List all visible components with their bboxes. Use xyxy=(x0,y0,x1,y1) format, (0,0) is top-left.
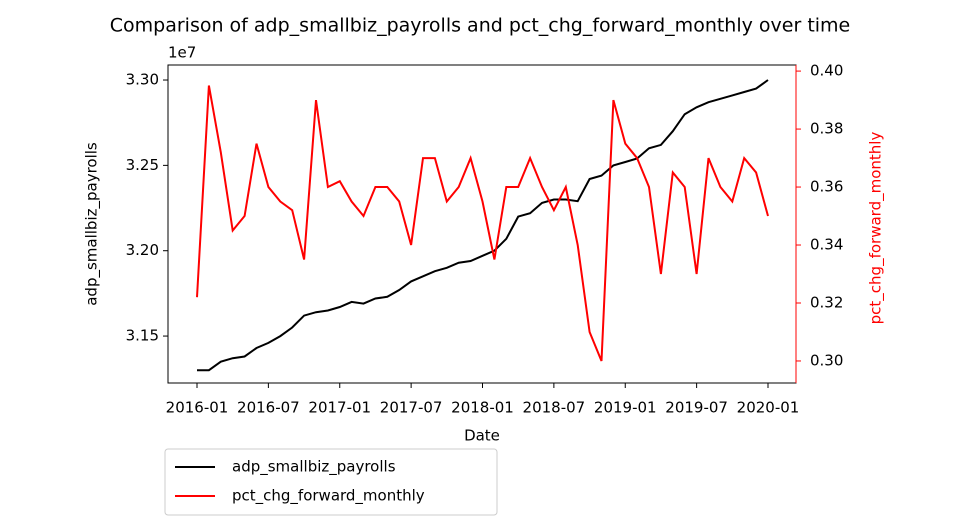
y2-tick-label: 0.38 xyxy=(810,120,843,138)
x-tick-label: 2019-07 xyxy=(665,399,728,417)
legend-label: adp_smallbiz_payrolls xyxy=(232,458,396,477)
chart-title: Comparison of adp_smallbiz_payrolls and … xyxy=(110,15,851,37)
y-tick-label: 3.25 xyxy=(126,156,159,174)
x-tick-label: 2016-01 xyxy=(166,399,229,417)
y2-tick-label: 0.34 xyxy=(810,236,843,254)
y-tick-label: 3.20 xyxy=(126,241,159,259)
y2-tick-label: 0.32 xyxy=(810,293,843,311)
y2-tick-label: 0.40 xyxy=(810,62,843,80)
y-offset-label: 1e7 xyxy=(168,44,196,62)
legend: adp_smallbiz_payrolls pct_chg_forward_mon… xyxy=(164,448,498,516)
x-tick-label: 2018-07 xyxy=(523,399,586,417)
x-tick-label: 2016-07 xyxy=(237,399,300,417)
y-tick-label: 3.15 xyxy=(126,327,159,345)
data-line xyxy=(197,79,769,372)
x-tick-label: 2020-01 xyxy=(737,399,800,417)
x-axis-label: Date xyxy=(464,427,500,445)
legend-frame xyxy=(164,448,498,516)
y2-tick-label: 0.30 xyxy=(810,351,843,369)
x-tick-label: 2019-01 xyxy=(594,399,657,417)
x-tick-label: 2018-01 xyxy=(451,399,514,417)
legend-label: pct_chg_forward_monthly xyxy=(232,487,425,506)
y-axis-label: adp_smallbiz_payrolls xyxy=(83,142,102,306)
data-line xyxy=(196,85,769,362)
x-tick-label: 2017-01 xyxy=(308,399,371,417)
y-tick-label: 3.30 xyxy=(126,71,159,89)
y2-axis-label: pct_chg_forward_monthly xyxy=(867,132,886,325)
x-tick-label: 2017-07 xyxy=(380,399,443,417)
y2-tick-label: 0.36 xyxy=(810,178,843,196)
